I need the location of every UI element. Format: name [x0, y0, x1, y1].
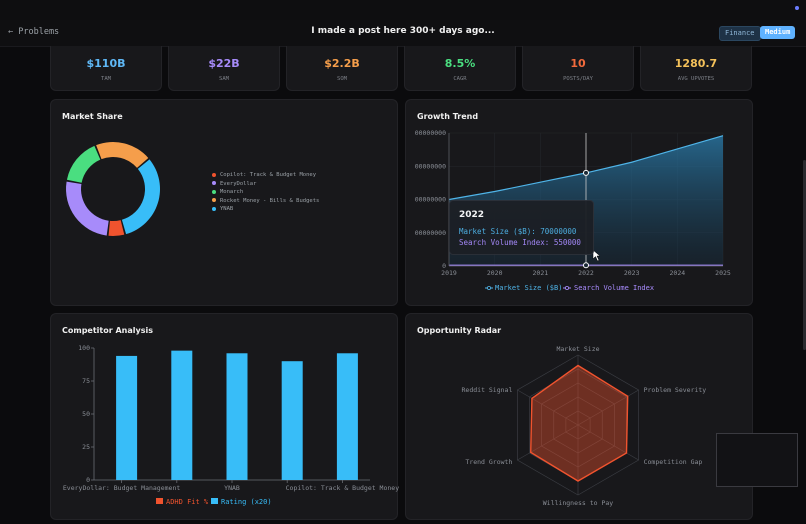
difficulty-tag: Medium	[760, 26, 796, 39]
donut-slice	[108, 220, 125, 237]
panel-title: Market Share	[62, 112, 123, 121]
window-top-bar	[0, 0, 806, 20]
stat-value: 8.5%	[444, 57, 476, 70]
legend-swatch	[212, 189, 216, 194]
donut-slice	[66, 145, 101, 183]
legend-item[interactable]: EveryDollar	[212, 181, 256, 187]
opportunity-radar-panel: Opportunity Radar	[405, 313, 753, 520]
stat-value: $22B	[208, 57, 240, 70]
legend-swatch	[212, 198, 216, 202]
stat-card-tam: $110B TAM	[50, 46, 162, 91]
stat-value: $110B	[86, 57, 126, 70]
legend-label: YNAB	[220, 206, 234, 212]
page-header: ← Problems I made a post here 300+ days …	[0, 20, 806, 47]
legend-swatch	[212, 181, 216, 185]
legend-label: Rocket Money - Bills & Budgets	[220, 197, 320, 204]
legend-item[interactable]: Monarch	[212, 189, 243, 195]
tooltip-year: 2022	[459, 210, 485, 220]
stat-card-avg-upvotes: 1280.7 AVG UPVOTES	[640, 46, 752, 91]
legend-item[interactable]: Copilot: Track & Budget Money	[212, 172, 316, 178]
legend-label: Copilot: Track & Budget Money	[220, 172, 317, 178]
page-title: I made a post here 300+ days ago...	[311, 26, 495, 36]
stat-label: SAM	[219, 76, 229, 82]
tooltip-search-volume: Search Volume Index: 550000	[459, 238, 581, 247]
chart-tooltip: 2022 Market Size ($B): 70000000 Search V…	[449, 200, 594, 255]
legend-swatch	[212, 172, 216, 177]
competitor-analysis-panel: Competitor Analysis	[50, 313, 398, 520]
tooltip-market-size: Market Size ($B): 70000000	[459, 227, 577, 236]
panel-title: Growth Trend	[417, 112, 479, 121]
stat-card-cagr: 8.5% CAGR	[404, 46, 516, 91]
legend-item[interactable]: YNAB	[212, 206, 233, 212]
donut-chart	[66, 142, 160, 237]
legend-swatch	[212, 206, 216, 211]
stat-card-posts-per-day: 10 POSTS/DAY	[522, 46, 634, 91]
stat-label: TAM	[101, 76, 111, 82]
back-to-problems-link[interactable]: ← Problems	[8, 27, 60, 37]
stat-value: 10	[570, 57, 586, 70]
stat-card-sam: $22B SAM	[168, 46, 280, 91]
stat-card-som: $2.2B SOM	[286, 46, 398, 91]
legend-label: Monarch	[220, 189, 244, 195]
panel-title: Opportunity Radar	[417, 326, 502, 335]
stat-label: POSTS/DAY	[563, 76, 593, 82]
legend-label: EveryDollar	[220, 180, 257, 187]
market-share-panel: Market Share Copilot: Track & Budget Mon…	[50, 99, 398, 306]
stat-label: CAGR	[453, 76, 467, 82]
page-scrollbar[interactable]	[803, 160, 806, 350]
donut-slice	[121, 159, 160, 235]
stat-value: $2.2B	[324, 57, 360, 70]
donut-slice	[66, 181, 109, 236]
category-tag: Finance	[719, 26, 761, 41]
donut-slice	[96, 142, 149, 168]
status-dot	[795, 6, 799, 10]
stat-value: 1280.7	[674, 57, 718, 70]
legend-item[interactable]: Rocket Money - Bills & Budgets	[212, 198, 319, 204]
stat-label: AVG UPVOTES	[677, 76, 715, 82]
stat-label: SOM	[337, 76, 347, 82]
page-thumbnail-preview[interactable]	[716, 433, 798, 487]
panel-title: Competitor Analysis	[62, 326, 153, 335]
